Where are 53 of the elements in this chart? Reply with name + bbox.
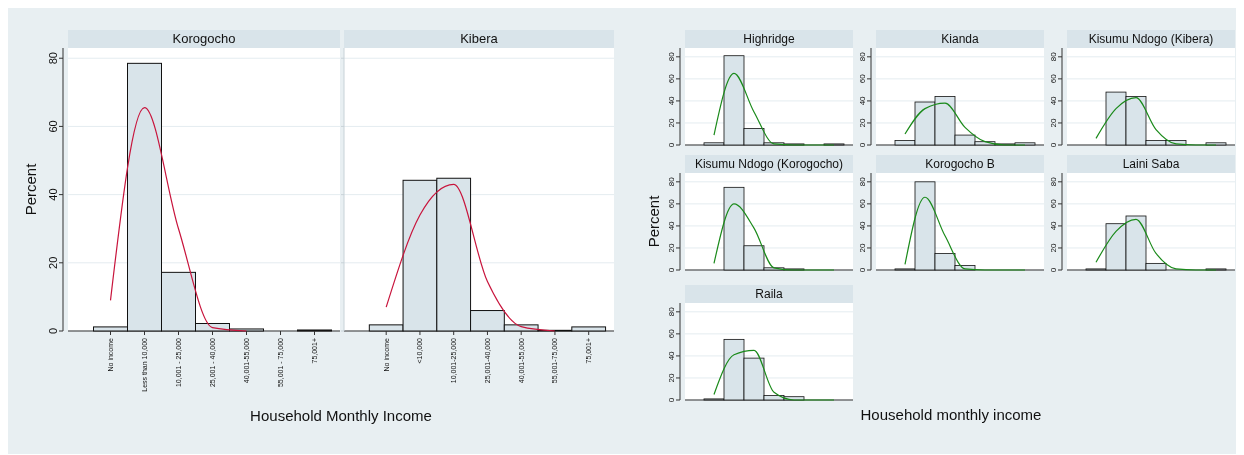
y-tick-label: 0 (667, 142, 676, 148)
y-tick-label: 60 (667, 328, 676, 339)
x-axis-title: Household monthly income (860, 406, 1042, 423)
y-tick-label: 20 (47, 256, 59, 269)
chart-title: Laini Saba (1122, 157, 1180, 171)
y-tick-label: 40 (858, 220, 867, 231)
y-tick-label: 0 (858, 142, 867, 148)
y-tick-label: 60 (1049, 198, 1058, 209)
y-tick-label: 40 (858, 95, 867, 106)
y-axis-title: Percent (22, 162, 39, 216)
y-tick-label: 20 (858, 242, 867, 253)
chart-title: Highridge (743, 32, 795, 46)
y-tick-label: 80 (1049, 176, 1058, 187)
y-tick-label: 40 (47, 188, 59, 201)
y-tick-label: 40 (1049, 95, 1058, 106)
y-tick-label: 40 (1049, 220, 1058, 231)
y-tick-label: 0 (667, 267, 676, 273)
y-tick-label: 60 (667, 73, 676, 84)
y-tick-label: 80 (858, 51, 867, 62)
y-tick-label: 20 (1049, 242, 1058, 253)
y-tick-label: 80 (858, 176, 867, 187)
chart-title: Kianda (941, 32, 979, 46)
y-tick-label: 80 (47, 52, 59, 65)
y-tick-label: 60 (858, 198, 867, 209)
y-tick-label: 60 (667, 198, 676, 209)
x-axis-title: Household Monthly Income (250, 407, 432, 424)
chart-title: Kibera (460, 31, 499, 46)
y-tick-label: 80 (667, 176, 676, 187)
y-tick-label: 0 (858, 267, 867, 273)
y-tick-label: 80 (1049, 51, 1058, 62)
chart-title: Korogocho (172, 31, 236, 46)
y-tick-label: 0 (1049, 142, 1058, 148)
y-tick-label: 20 (667, 372, 676, 383)
y-tick-label: 20 (858, 117, 867, 128)
y-tick-label: 80 (667, 306, 676, 317)
y-tick-label: 60 (858, 73, 867, 84)
y-tick-label: 40 (667, 95, 676, 106)
chart-title: Korogocho B (925, 157, 995, 171)
y-axis-title: Percent (645, 194, 662, 248)
y-tick-label: 20 (667, 117, 676, 128)
y-tick-label: 20 (1049, 117, 1058, 128)
y-tick-label: 60 (47, 120, 59, 133)
y-tick-label: 40 (667, 220, 676, 231)
chart-title: Raila (755, 287, 783, 301)
y-tick-label: 40 (667, 350, 676, 361)
y-tick-label: 80 (667, 51, 676, 62)
chart-title: Kisumu Ndogo (Kibera) (1088, 32, 1214, 46)
y-tick-label: 20 (667, 242, 676, 253)
y-tick-label: 0 (667, 397, 676, 403)
y-tick-label: 0 (47, 327, 59, 335)
chart-title: Kisumu Ndogo (Korogocho) (694, 157, 844, 171)
y-tick-label: 60 (1049, 73, 1058, 84)
y-tick-label: 0 (1049, 267, 1058, 273)
